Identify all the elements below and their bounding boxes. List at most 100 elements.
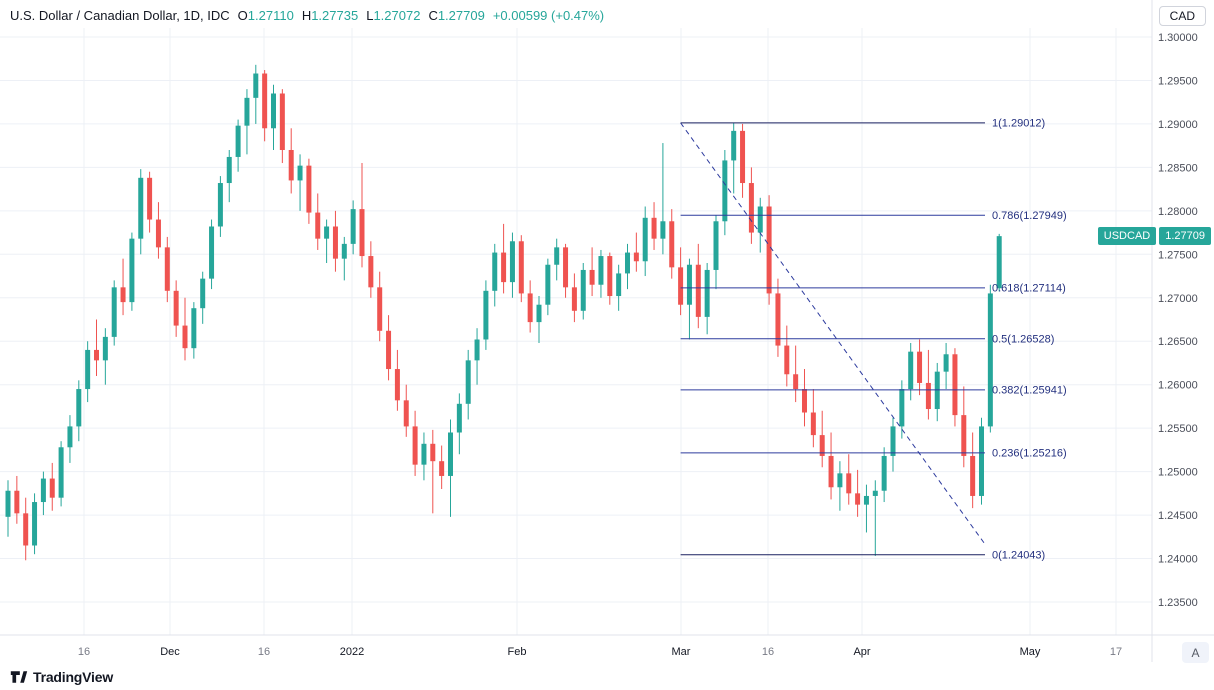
candle-body [421,443,427,465]
candle-body [686,264,692,305]
candle-body [226,156,232,184]
candle-body [881,455,887,491]
last-price-value: 1.27709 [1159,227,1211,246]
candle-body [67,426,73,448]
candle-body [775,293,781,346]
candle-body [120,287,126,303]
price-tick-label: 1.29000 [1158,119,1198,131]
candle-body [23,513,29,546]
candle-body [979,426,984,496]
candle-body [359,209,365,257]
candle-body [863,495,869,505]
candle-body [448,432,453,476]
fib-level-label: 0.5(1.26528) [992,333,1054,345]
candle-body [996,236,1002,289]
time-tick-label: 16 [78,646,90,658]
candle-body [403,400,409,427]
ohlc-open: O1.27110 [238,8,294,23]
candle-body [819,435,825,456]
candle-body [271,93,276,129]
candle-body [509,241,515,283]
fib-level-label: 0.786(1.27949) [992,210,1067,222]
tradingview-logo-text: TradingView [33,669,114,685]
candle-body [297,165,303,181]
candle-body [527,293,533,323]
candle-body [377,287,383,331]
descending-trendline[interactable] [680,122,987,546]
candle-body [633,252,639,262]
candle-body [394,369,400,401]
candle-body [279,93,285,150]
price-tick-label: 1.28000 [1158,206,1198,218]
price-tick-label: 1.28500 [1158,162,1198,174]
candle-body [828,455,834,488]
candle-body [412,426,418,465]
candle-body [872,490,878,496]
candle-body [784,345,790,375]
time-tick-label: 16 [762,646,774,658]
candle-body [952,354,958,416]
ohlc-low: L1.27072 [366,8,420,23]
candle-body [315,212,321,239]
candle-body [173,290,179,326]
candle-body [731,130,737,161]
ohlc-high: H1.27735 [302,8,358,23]
candle-body [970,455,976,496]
fib-level-label: 0.382(1.25941) [992,384,1067,396]
ohlc-close-label: C [428,8,438,23]
price-tick-label: 1.26500 [1158,336,1198,348]
time-tick-label: 2022 [340,646,364,658]
auto-scale-button[interactable]: A [1182,642,1209,663]
time-tick-label: Apr [853,646,870,658]
candle-body [129,238,135,303]
candle-body [669,221,675,268]
price-axis[interactable] [1152,0,1214,662]
candle-body [492,252,498,291]
candle-body [846,473,852,494]
time-tick-label: Dec [160,646,180,658]
candle-body [607,256,613,297]
candle-body [217,183,223,227]
candle-body [209,226,215,279]
candle-body [678,267,684,305]
candle-body [917,351,923,383]
candle-body [138,177,144,239]
candle-body [987,293,993,427]
price-tick-label: 1.27000 [1158,293,1198,305]
candle-body [571,287,577,311]
candle-body [518,241,524,294]
tradingview-logo[interactable]: TradingView [10,668,113,686]
fib-level-label: 0.236(1.25216) [992,447,1067,459]
price-tick-label: 1.24500 [1158,510,1198,522]
candle-body [439,461,445,476]
ohlc-close-value: 1.27709 [437,8,485,23]
time-tick-label: 16 [258,646,270,658]
candle-body [111,287,117,337]
candle-body [837,473,843,488]
symbol-title[interactable]: U.S. Dollar / Canadian Dollar, 1D, IDC [10,8,230,23]
candle-body [501,252,507,283]
candle-body [14,490,20,514]
candle-body [5,490,11,517]
candle-body [704,269,710,317]
change-value: +0.00599 (+0.47%) [492,8,605,23]
candle-body [483,290,489,340]
ohlc-high-label: H [301,8,312,23]
currency-toggle-cad[interactable]: CAD [1158,6,1206,26]
candle-body [40,478,46,503]
candle-body [456,403,462,433]
candle-body [545,264,551,305]
candle-body [147,177,153,220]
candle-body [748,183,754,233]
candle-body [474,339,480,361]
candle-body [740,130,746,184]
candle-body [262,73,268,129]
time-tick-label: May [1020,646,1041,658]
candle-body [306,165,312,213]
time-tick-label: Mar [672,646,691,658]
time-axis[interactable] [0,635,1152,662]
candle-body [536,304,542,323]
tradingview-logo-icon [10,671,28,683]
candle-body [386,330,392,370]
